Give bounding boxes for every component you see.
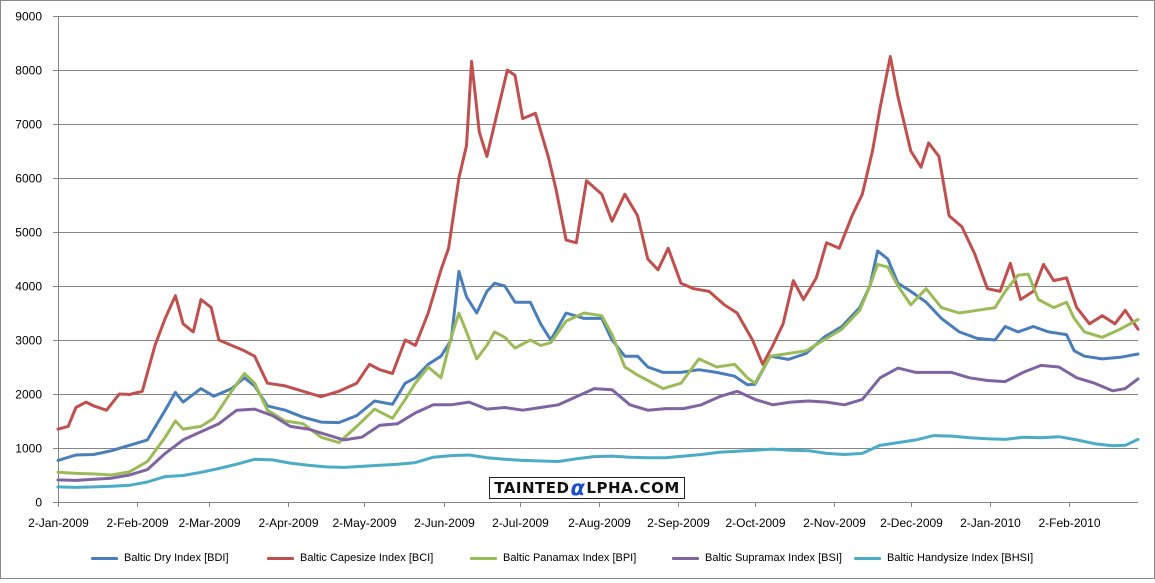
x-tick-label: 2-Mar-2009 <box>178 516 240 530</box>
y-tick-labels: 0 1000 2000 3000 4000 5000 6000 7000 8000 9000 <box>15 10 58 510</box>
y-tick-label: 9000 <box>15 10 42 24</box>
y-tick-label: 3000 <box>15 334 42 348</box>
legend-label: Baltic Dry Index [BDI] <box>124 552 229 564</box>
series-line-0 <box>56 249 1140 462</box>
y-tick-label: 2000 <box>15 388 42 402</box>
x-tick-labels: 2-Jan-2009 2-Feb-2009 2-Mar-2009 2-Apr-2009… <box>28 502 1101 530</box>
legend-label: Baltic Handysize Index [BHSI] <box>887 552 1034 564</box>
x-tick-label: 2-May-2009 <box>332 516 396 530</box>
y-tick-label: 4000 <box>15 280 42 294</box>
x-tick-label: 2-Jul-2009 <box>492 516 549 530</box>
x-tick-label: 2-Jun-2009 <box>414 516 475 530</box>
series-lines <box>56 55 1140 489</box>
legend-item: Baltic Capesize Index [BCI] <box>267 549 433 567</box>
alpha-icon: α <box>570 475 586 500</box>
legend-swatch <box>854 556 881 560</box>
watermark-logo: TAINTED α LPHA.COM <box>489 477 685 499</box>
legend-item: Baltic Dry Index [BDI] <box>91 549 229 567</box>
series-line-4 <box>56 434 1140 489</box>
y-tick-label: 8000 <box>15 64 42 78</box>
y-tick-label: 5000 <box>15 226 42 240</box>
legend-item: Baltic Supramax Index [BSI] <box>672 549 842 567</box>
watermark-text-after: LPHA.COM <box>586 479 680 497</box>
legend-label: Baltic Supramax Index [BSI] <box>705 552 842 564</box>
legend-item: Baltic Panamax Index [BPI] <box>470 549 636 567</box>
legend-swatch <box>470 556 497 560</box>
x-tick-label: 2-Aug-2009 <box>568 516 631 530</box>
axes <box>58 16 1138 503</box>
x-tick-label: 2-Dec-2009 <box>880 516 943 530</box>
y-tick-label: 1000 <box>15 442 42 456</box>
y-tick-label: 7000 <box>15 118 42 132</box>
legend-label: Baltic Capesize Index [BCI] <box>300 552 434 564</box>
x-tick-label: 2-Sep-2009 <box>647 516 710 530</box>
legend-item: Baltic Handysize Index [BHSI] <box>854 549 1033 567</box>
y-tick-label: 0 <box>35 496 42 510</box>
series-line-3 <box>56 363 1140 482</box>
x-tick-label: 2-Jan-2009 <box>28 516 89 530</box>
x-tick-label: 2-Feb-2010 <box>1038 516 1100 530</box>
x-tick-label: 2-Apr-2009 <box>258 516 318 530</box>
legend: Baltic Dry Index [BDI] Baltic Capesize In… <box>1 549 1154 569</box>
legend-swatch <box>672 556 699 560</box>
y-tick-label: 6000 <box>15 172 42 186</box>
legend-swatch <box>267 556 294 560</box>
legend-label: Baltic Panamax Index [BPI] <box>503 552 637 564</box>
x-tick-label: 2-Jan-2010 <box>960 516 1021 530</box>
gridlines <box>58 16 1138 449</box>
series-line-1 <box>56 55 1140 431</box>
series-line-2 <box>56 262 1140 477</box>
legend-swatch <box>91 556 118 560</box>
x-tick-label: 2-Oct-2009 <box>725 516 785 530</box>
x-tick-label: 2-Nov-2009 <box>803 516 866 530</box>
watermark-text-before: TAINTED <box>494 479 570 497</box>
x-tick-label: 2-Feb-2009 <box>106 516 168 530</box>
